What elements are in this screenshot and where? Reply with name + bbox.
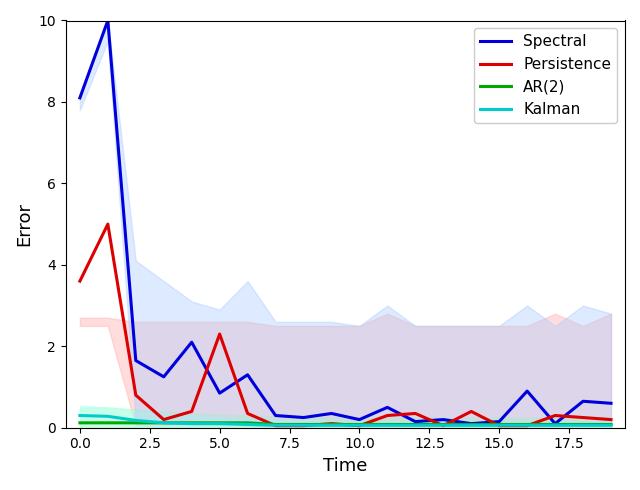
Kalman [551,422,559,428]
Spectral [383,404,391,410]
Kalman [412,422,419,428]
Kalman [607,422,615,428]
Spectral [188,339,196,345]
Persistence [76,278,84,284]
Kalman [495,422,503,428]
AR(2) [440,421,447,427]
Persistence [467,409,475,415]
AR(2) [579,421,587,427]
Kalman [76,413,84,418]
Line: Spectral: Spectral [80,21,611,424]
Spectral [412,418,419,424]
Persistence [412,411,419,416]
Spectral [356,416,364,422]
AR(2) [524,421,531,427]
AR(2) [188,420,196,426]
AR(2) [495,421,503,427]
X-axis label: Time: Time [323,457,367,475]
Persistence [272,423,280,429]
Spectral [244,372,252,378]
Spectral [495,418,503,424]
Persistence [188,409,196,415]
AR(2) [272,421,280,427]
Kalman [216,421,223,427]
Persistence [244,411,252,416]
Spectral [328,411,335,416]
Kalman [467,422,475,428]
Kalman [104,414,111,419]
Persistence [160,416,168,422]
Kalman [383,422,391,428]
AR(2) [76,420,84,426]
Kalman [579,422,587,428]
Kalman [160,420,168,426]
Kalman [440,422,447,428]
Spectral [272,413,280,418]
Spectral [440,416,447,422]
Spectral [160,374,168,380]
AR(2) [216,420,223,426]
Spectral [551,421,559,427]
Spectral [579,398,587,404]
Persistence [607,416,615,422]
Kalman [132,417,140,423]
Persistence [440,423,447,429]
Spectral [104,18,111,24]
Kalman [356,422,364,428]
Kalman [328,422,335,428]
AR(2) [300,421,307,427]
Persistence [132,392,140,398]
AR(2) [328,421,335,427]
AR(2) [104,420,111,426]
AR(2) [160,420,168,426]
Legend: Spectral, Persistence, AR(2), Kalman: Spectral, Persistence, AR(2), Kalman [474,28,618,123]
AR(2) [412,421,419,427]
Persistence [495,423,503,429]
Persistence [300,423,307,429]
Kalman [272,422,280,428]
AR(2) [356,421,364,427]
Spectral [607,400,615,406]
Persistence [383,413,391,418]
AR(2) [132,420,140,426]
AR(2) [383,421,391,427]
Persistence [104,221,111,227]
Kalman [300,422,307,428]
Kalman [244,421,252,427]
AR(2) [467,421,475,427]
Spectral [132,358,140,364]
Spectral [467,421,475,427]
Persistence [216,331,223,337]
Persistence [356,423,364,429]
AR(2) [607,421,615,427]
AR(2) [551,421,559,427]
Spectral [524,388,531,394]
Persistence [579,415,587,420]
Y-axis label: Error: Error [15,202,33,246]
Persistence [328,421,335,427]
Persistence [524,423,531,429]
Spectral [76,95,84,101]
Spectral [216,390,223,396]
Spectral [300,415,307,420]
Kalman [188,421,196,427]
Kalman [524,422,531,428]
Line: Kalman: Kalman [80,416,611,425]
Line: AR(2): AR(2) [80,423,611,424]
AR(2) [244,420,252,426]
Line: Persistence: Persistence [80,224,611,426]
Persistence [551,413,559,418]
